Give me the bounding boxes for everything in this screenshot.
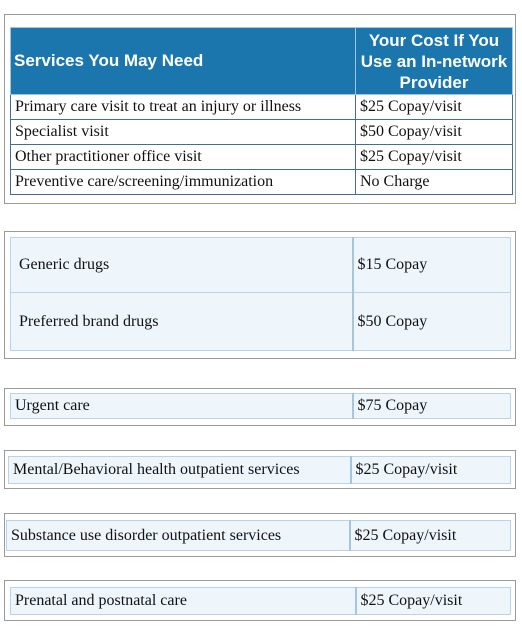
header-cell: Your Cost If You Use an In-network Provi… [355, 27, 513, 95]
cell: No Charge [355, 169, 513, 195]
cell: $25 Copay/visit [349, 456, 511, 484]
cell: Preferred brand drugs [10, 292, 353, 351]
cell: Substance use disorder outpatient servic… [6, 520, 350, 551]
cell: $15 Copay [351, 237, 511, 293]
cell: Specialist visit [10, 119, 356, 145]
mental-table: Mental/Behavioral health outpatient serv… [8, 456, 511, 484]
cell: Preventive care/screening/immunization [10, 169, 356, 195]
cell: $25 Copay/visit [355, 94, 513, 120]
prenatal-table: Prenatal and postnatal care $25 Copay/vis… [10, 587, 511, 615]
cell: Generic drugs [10, 237, 353, 293]
drugs-table: Generic drugs $15 Copay Preferred brand d… [10, 237, 511, 351]
cell: $50 Copay [351, 292, 511, 351]
cell: Primary care visit to treat an injury or… [10, 94, 356, 120]
urgent-table: Urgent care $75 Copay [10, 393, 511, 419]
cell: $50 Copay/visit [355, 119, 513, 145]
header-cell: Services You May Need [10, 27, 356, 95]
cell: $25 Copay/visit [355, 144, 513, 170]
cell: $25 Copay/visit [348, 520, 511, 551]
cell: $75 Copay [351, 393, 511, 419]
cell: Prenatal and postnatal care [10, 587, 356, 615]
services-table: Services You May Need Your Cost If You U… [10, 27, 513, 195]
cell: $25 Copay/visit [354, 587, 511, 615]
cell: Other practitioner office visit [10, 144, 356, 170]
cell: Urgent care [10, 393, 353, 419]
cell: Mental/Behavioral health outpatient serv… [8, 456, 351, 484]
substance-table: Substance use disorder outpatient servic… [6, 520, 511, 551]
